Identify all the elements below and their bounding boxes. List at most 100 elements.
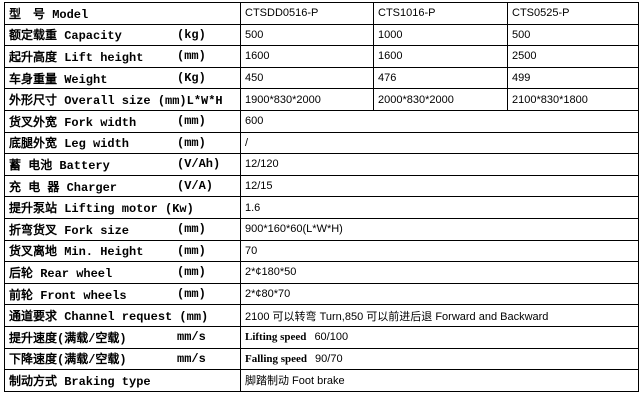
value-cell: 900*160*60(L*W*H): [240, 217, 639, 241]
row-name: 提升速度(满载/空载): [9, 331, 127, 346]
row-unit: mm/s: [177, 351, 206, 366]
row-unit: (mm): [177, 49, 206, 64]
value-cell: 500: [507, 23, 639, 47]
row-label: 额定载重 Capacity (kg): [4, 23, 241, 47]
value-text: 900*160*60(L*W*H): [245, 223, 343, 236]
table-row: 制动方式 Braking type 脚踏制动 Foot brake: [4, 369, 639, 392]
row-label: 货叉外宽 Fork width (mm): [4, 109, 241, 133]
row-name: 外形尺寸 Overall size (mm)L*W*H: [9, 94, 223, 109]
row-label: 提升泵站 Lifting motor (Kw): [4, 196, 241, 219]
row-unit: (mm): [177, 243, 206, 258]
value-text: 499: [512, 72, 531, 85]
row-name: 折弯货叉 Fork size: [9, 223, 130, 238]
value-cell: 2000*830*2000: [373, 88, 508, 111]
value-cell: Lifting speed 60/100: [240, 325, 639, 349]
value-cell: 450: [240, 66, 374, 90]
row-unit: (mm): [177, 114, 206, 129]
value-text: CTS0525-P: [512, 7, 570, 20]
value-text: 1600: [245, 50, 270, 63]
value-cell: 2100 可以转弯 Turn,850 可以前进后退 Forward and Ba…: [240, 304, 639, 327]
row-label: 充 电 器 Charger (V/A): [4, 174, 241, 198]
row-name: 起升高度 Lift height: [9, 50, 144, 65]
value-cell: 500: [240, 23, 374, 47]
row-unit: (mm): [177, 287, 206, 302]
row-unit: (kg): [177, 27, 206, 42]
row-label: 后轮 Rear wheel (mm): [4, 261, 241, 284]
value-cell: 1600: [373, 45, 508, 68]
row-label: 车身重量 Weight (Kg): [4, 66, 241, 90]
row-label: 货叉离地 Min. Height (mm): [4, 239, 241, 263]
value-text: 2100*830*1800: [512, 93, 588, 106]
value-cell: Falling speed 90/70: [240, 347, 639, 371]
value-cell: 1.6: [240, 196, 639, 219]
value-cell: 70: [240, 239, 639, 263]
value-cell: CTS1016-P: [373, 2, 508, 25]
table-row: 型 号 Model CTSDD0516-P CTS1016-P CTS0525-P: [4, 2, 639, 25]
value-text: 12/120: [245, 158, 279, 171]
table-row: 车身重量 Weight (Kg) 450 476 499: [4, 66, 639, 90]
table-row: 充 电 器 Charger (V/A) 12/15: [4, 174, 639, 198]
value-text: 600: [245, 115, 264, 128]
value-cell: 2*¢180*50: [240, 261, 639, 284]
value-cell: 2500: [507, 45, 639, 68]
value-cell: 1600: [240, 45, 374, 68]
row-label: 型 号 Model: [4, 2, 241, 25]
row-name: 底腿外宽 Leg width: [9, 137, 130, 152]
row-label: 底腿外宽 Leg width (mm): [4, 131, 241, 155]
row-name: 提升泵站 Lifting motor (Kw): [9, 202, 194, 217]
value-cell: CTS0525-P: [507, 2, 639, 25]
value-cell: /: [240, 131, 639, 155]
value-cell: 2100*830*1800: [507, 88, 639, 111]
value-cell: 476: [373, 66, 508, 90]
table-row: 提升速度(满载/空载) mm/s Lifting speed 60/100: [4, 325, 639, 349]
value-text: 500: [245, 28, 264, 41]
table-row: 提升泵站 Lifting motor (Kw) 1.6: [4, 196, 639, 219]
table-row: 起升高度 Lift height (mm) 1600 1600 2500: [4, 45, 639, 68]
row-name: 车身重量 Weight: [9, 72, 108, 87]
row-label: 起升高度 Lift height (mm): [4, 45, 241, 68]
value-text: 500: [512, 28, 531, 41]
row-label: 前轮 Front wheels (mm): [4, 282, 241, 306]
row-label: 蓄 电池 Battery (V/Ah): [4, 153, 241, 176]
value-text: 450: [245, 72, 264, 85]
row-label: 提升速度(满载/空载) mm/s: [4, 325, 241, 349]
value-text: 1000: [378, 28, 403, 41]
row-name: 前轮 Front wheels: [9, 288, 127, 303]
value-text: 70: [245, 244, 258, 257]
value-text: 2500: [512, 50, 537, 63]
row-unit: mm/s: [177, 330, 206, 345]
value-text: 60/100: [314, 331, 349, 344]
value-cell: 1900*830*2000: [240, 88, 374, 111]
value-caption: Falling speed: [245, 352, 308, 365]
table-row: 货叉外宽 Fork width (mm) 600: [4, 109, 639, 133]
table-row: 外形尺寸 Overall size (mm)L*W*H 1900*830*2000…: [4, 88, 639, 111]
row-unit: (V/A): [177, 179, 214, 194]
table-row: 货叉离地 Min. Height (mm) 70: [4, 239, 639, 263]
row-unit: (mm): [177, 135, 206, 150]
table-body: 型 号 Model CTSDD0516-P CTS1016-P CTS0525-P 额定…: [4, 2, 639, 392]
value-text: 2*¢180*50: [245, 266, 297, 279]
table-row: 后轮 Rear wheel (mm) 2*¢180*50: [4, 261, 639, 284]
row-unit: (mm): [177, 222, 206, 237]
value-text: CTSDD0516-P: [245, 7, 319, 20]
row-unit: (Kg): [177, 71, 206, 86]
value-text: 476: [378, 72, 397, 85]
value-cell: 12/120: [240, 153, 639, 176]
row-unit: (V/Ah): [177, 157, 221, 172]
row-name: 型 号 Model: [9, 7, 89, 22]
value-cell: 2*¢80*70: [240, 282, 639, 306]
value-text: 12/15: [245, 180, 273, 193]
row-label: 折弯货叉 Fork size (mm): [4, 217, 241, 241]
row-name: 蓄 电池 Battery: [9, 158, 110, 173]
row-label: 制动方式 Braking type: [4, 369, 241, 392]
value-caption: Lifting speed: [245, 331, 307, 344]
value-text: 2000*830*2000: [378, 93, 454, 106]
table-row: 通道要求 Channel request (mm) 2100 可以转弯 Turn,…: [4, 304, 639, 327]
row-name: 后轮 Rear wheel: [9, 266, 113, 281]
value-text: 1900*830*2000: [245, 93, 321, 106]
row-name: 货叉离地 Min. Height: [9, 245, 144, 260]
table-row: 折弯货叉 Fork size (mm) 900*160*60(L*W*H): [4, 217, 639, 241]
table-row: 蓄 电池 Battery (V/Ah) 12/120: [4, 153, 639, 176]
value-cell: 12/15: [240, 174, 639, 198]
